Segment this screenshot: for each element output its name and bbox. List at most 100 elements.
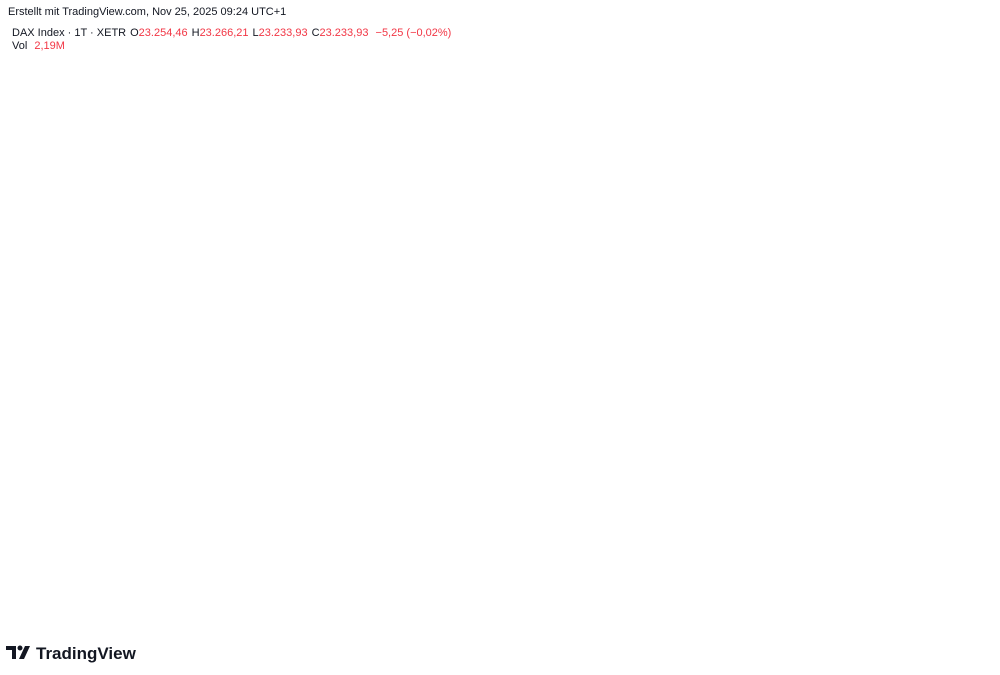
volume-bar [472,579,476,610]
volume-bar [105,577,109,610]
candle-body [450,99,454,104]
candle-body [671,166,675,185]
candle-body [644,162,649,166]
ohlc-fields: O23.254,46 H23.266,21 L23.233,93 C23.233,93 [126,27,368,39]
candle-body [534,129,538,150]
candle-body [870,193,874,204]
y-tick-label: 23.600,00 [941,163,990,175]
candle-body [446,96,450,116]
volume-bar [879,532,883,610]
volume-bar [830,575,834,610]
volume-bar [618,576,622,610]
volume-bar [733,575,737,610]
volume-bar [848,573,852,610]
candle-body [172,418,176,439]
field-label: O [130,27,139,39]
volume-bar [494,576,498,610]
candle-body [313,122,317,136]
candle-body [843,109,848,127]
candle-body [605,134,609,136]
volume-bar [286,578,291,610]
volume-bar [622,574,626,610]
candle-body [437,132,441,154]
candle-body [627,156,631,170]
volume-bar [737,576,741,610]
volume-bar [158,543,162,610]
candle-body [764,126,768,152]
volume-bar [786,579,790,610]
volume-bar [92,570,96,610]
volume-bar [521,565,525,610]
volume-bar [680,483,684,610]
volume-bar [636,578,640,610]
volume-bar [282,579,286,610]
candle-body [269,165,273,175]
candle-body [12,230,16,232]
candle-body [300,146,304,167]
volume-bar [605,582,609,610]
volume-bar [423,575,428,610]
candle-body [317,134,321,144]
volume-bar [543,577,547,610]
candle-body [751,117,755,120]
candle-body [481,114,485,120]
volume-bar [684,576,688,610]
volume-bar [39,571,43,610]
candle-body [525,156,529,185]
candle-body [680,168,684,173]
volume-bar [229,570,233,610]
candle-body [406,165,410,177]
candle-body [799,119,803,129]
candle-body [507,119,512,141]
volume-bar [211,575,215,610]
volume-bar [21,576,25,610]
volume-bar [114,535,118,610]
y-tick-label: 24.400,00 [941,101,990,113]
volume-bar [163,510,167,610]
candle-body [503,115,507,122]
candle-body [282,143,286,158]
candle-body [499,115,503,131]
candle-body [821,134,825,147]
candle-body [631,157,635,170]
candle-body [167,415,171,425]
volume-bar [242,577,246,610]
volume-bar [538,579,542,610]
volume-name: Vol [12,40,28,52]
volume-bar [397,572,401,610]
volume-bar [132,575,136,610]
candle-body [309,120,313,135]
volume-bar [348,579,352,610]
volume-bar [326,576,330,610]
candle-body [185,372,189,393]
candle-body [565,109,569,111]
candle-body [852,138,856,148]
volume-bar [459,579,463,610]
volume-bar [331,578,335,610]
candle-body [273,161,277,177]
candle-body [92,216,96,243]
candle-body [88,238,92,249]
volume-bar [79,560,83,610]
candle-body [229,253,233,258]
volume-bar [640,579,644,610]
candle-body [295,138,299,143]
y-tick-label: 19.200,00 [941,502,990,514]
candle-body [61,209,65,247]
candle-body [105,192,109,194]
candle-body [574,107,578,116]
volume-bar [525,571,529,610]
volume-bar [662,576,666,610]
candle-body [123,206,127,223]
x-tick-label: Apr [138,615,155,627]
volume-bar [366,573,370,610]
volume-bar [790,581,794,610]
volume-bar [587,581,591,610]
candle-body [835,131,839,170]
candle-body [494,119,498,137]
candle-body [879,196,883,216]
volume-bar [715,575,719,610]
legend-row: DAX Index · 1T · XETR O23.254,46 H23.266,2… [12,27,451,39]
